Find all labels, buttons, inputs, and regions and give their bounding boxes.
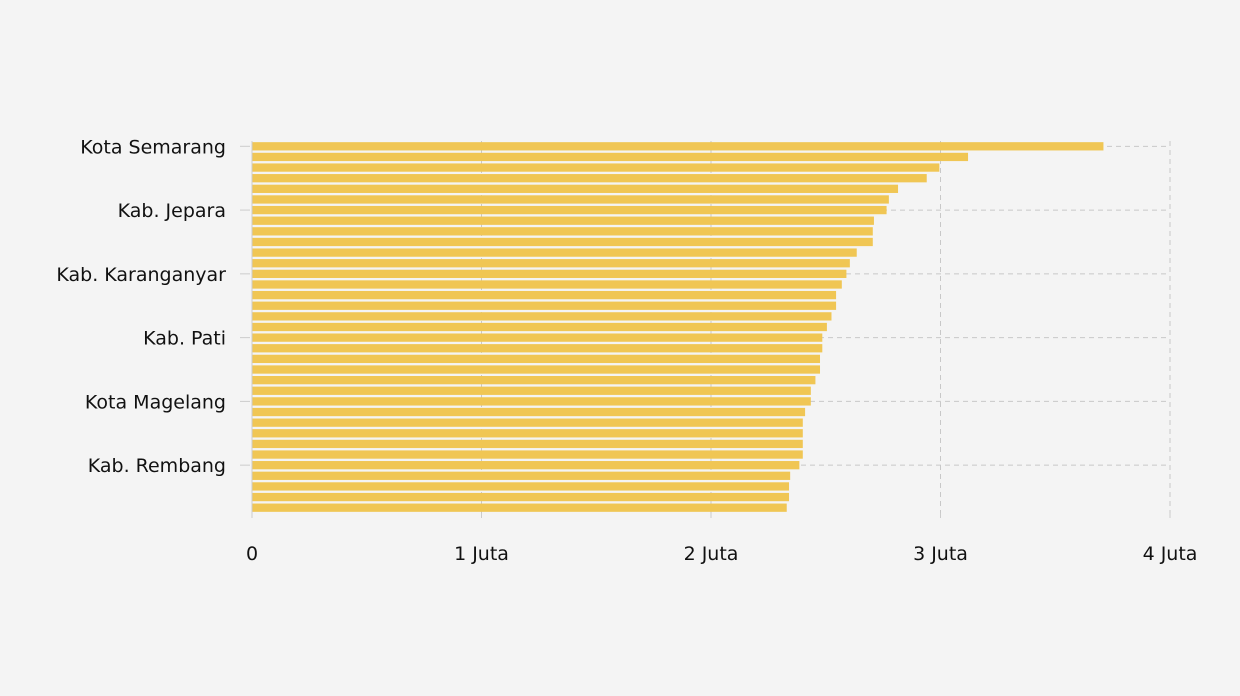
bars (252, 142, 1104, 512)
bar (252, 418, 803, 427)
y-tick-label: Kab. Pati (143, 328, 226, 350)
y-tick-label: Kab. Jepara (118, 200, 226, 222)
bar (252, 482, 790, 491)
x-tick-label: 2 Juta (684, 543, 739, 565)
bar (252, 333, 823, 342)
bar (252, 227, 873, 236)
bar (252, 152, 969, 162)
bar (252, 492, 790, 502)
bar (252, 269, 847, 279)
y-tick-label: Kab. Karanganyar (56, 264, 226, 286)
x-tick-label: 1 Juta (454, 543, 509, 565)
bar (252, 312, 832, 321)
bar (252, 344, 823, 353)
bar (252, 407, 806, 417)
y-tick-label: Kota Magelang (85, 391, 226, 413)
y-tick-label: Kab. Rembang (88, 455, 226, 477)
bar (252, 205, 887, 215)
x-tick-label: 3 Juta (913, 543, 968, 565)
bar (252, 184, 899, 193)
bar (252, 461, 800, 470)
x-tick-labels: 0 1 Juta 2 Juta 3 Juta 4 Juta (246, 543, 1197, 565)
bar (252, 301, 837, 310)
y-tick-label: Kota Semarang (80, 136, 226, 158)
bar (252, 163, 940, 172)
bar (252, 174, 927, 183)
bar (252, 290, 837, 300)
x-tick-label: 4 Juta (1143, 543, 1198, 565)
x-tick-label: 0 (246, 543, 258, 565)
bar (252, 237, 873, 247)
bar (252, 354, 821, 364)
bar (252, 450, 803, 459)
bar (252, 471, 791, 480)
bar (252, 386, 811, 395)
bar (252, 142, 1104, 151)
bar (252, 503, 787, 512)
bar (252, 397, 811, 406)
bar (252, 280, 842, 289)
bar (252, 375, 816, 385)
bar (252, 216, 874, 225)
bar (252, 322, 827, 332)
axes (240, 141, 1171, 518)
bar (252, 365, 821, 374)
bar (252, 439, 803, 449)
bar (252, 259, 850, 268)
bar (252, 195, 889, 204)
bar (252, 429, 803, 438)
bar (252, 248, 857, 257)
y-tick-labels: Kota Semarang Kab. Jepara Kab. Karanganyar… (56, 136, 226, 477)
